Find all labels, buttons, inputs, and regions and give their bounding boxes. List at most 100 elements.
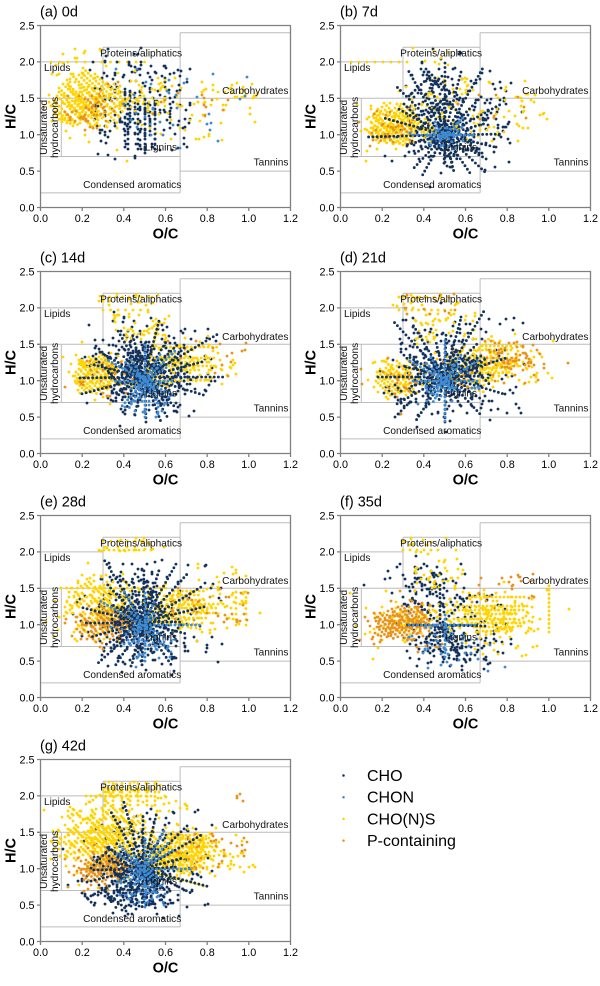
svg-text:Condensed aromatics: Condensed aromatics	[83, 426, 181, 437]
svg-text:0.6: 0.6	[158, 947, 173, 959]
svg-text:hydrocarbons: hydrocarbons	[50, 97, 61, 158]
svg-text:0.0: 0.0	[333, 213, 348, 225]
svg-text:0.6: 0.6	[158, 213, 173, 225]
svg-text:Carbohydrates: Carbohydrates	[522, 576, 588, 587]
svg-text:0.5: 0.5	[19, 166, 34, 178]
svg-text:0.0: 0.0	[319, 202, 334, 214]
svg-text:2.0: 2.0	[319, 303, 334, 315]
svg-text:1.0: 1.0	[19, 864, 34, 876]
svg-text:Condensed aromatics: Condensed aromatics	[83, 670, 181, 681]
svg-text:hydrocarbons: hydrocarbons	[350, 343, 361, 404]
svg-text:1.2: 1.2	[583, 459, 598, 471]
svg-text:Proteins/aliphatics: Proteins/aliphatics	[400, 539, 482, 550]
svg-text:1.2: 1.2	[283, 703, 298, 715]
svg-text:2.5: 2.5	[19, 20, 34, 32]
svg-text:Lignins: Lignins	[445, 633, 477, 644]
svg-text:2.0: 2.0	[19, 303, 34, 315]
svg-text:1.2: 1.2	[283, 213, 298, 225]
svg-text:0.0: 0.0	[319, 448, 334, 460]
svg-text:Unsaturated: Unsaturated	[39, 834, 50, 889]
svg-text:2.5: 2.5	[19, 754, 34, 766]
svg-text:O/C: O/C	[453, 227, 479, 243]
svg-text:0.8: 0.8	[200, 459, 215, 471]
svg-text:(a) 0d: (a) 0d	[40, 5, 78, 21]
svg-text:O/C: O/C	[153, 227, 179, 243]
svg-text:1.0: 1.0	[241, 459, 256, 471]
svg-text:1.5: 1.5	[19, 583, 34, 595]
svg-text:1.5: 1.5	[319, 339, 334, 351]
svg-text:1.5: 1.5	[19, 827, 34, 839]
svg-text:1.2: 1.2	[283, 459, 298, 471]
svg-text:1.5: 1.5	[319, 583, 334, 595]
svg-text:Carbohydrates: Carbohydrates	[522, 86, 588, 97]
svg-text:2.0: 2.0	[19, 547, 34, 559]
svg-text:0.8: 0.8	[500, 213, 515, 225]
svg-text:Proteins/aliphatics: Proteins/aliphatics	[100, 539, 182, 550]
svg-text:0.8: 0.8	[200, 947, 215, 959]
svg-text:Lignins: Lignins	[445, 389, 477, 400]
svg-text:(d) 21d: (d) 21d	[340, 251, 386, 267]
svg-text:H/C: H/C	[4, 593, 20, 619]
svg-text:0.0: 0.0	[33, 703, 48, 715]
svg-text:0.2: 0.2	[75, 703, 90, 715]
svg-text:(f) 35d: (f) 35d	[340, 495, 382, 511]
svg-text:0.0: 0.0	[33, 213, 48, 225]
svg-text:0.6: 0.6	[458, 213, 473, 225]
svg-text:hydrocarbons: hydrocarbons	[50, 831, 61, 892]
svg-text:CHO(N)S: CHO(N)S	[367, 811, 435, 828]
svg-text:H/C: H/C	[304, 349, 320, 375]
svg-text:0.8: 0.8	[200, 213, 215, 225]
svg-text:1.0: 1.0	[541, 459, 556, 471]
svg-text:1.5: 1.5	[319, 93, 334, 105]
svg-text:0.0: 0.0	[19, 202, 34, 214]
svg-text:Condensed aromatics: Condensed aromatics	[383, 670, 481, 681]
svg-text:H/C: H/C	[304, 103, 320, 129]
svg-text:(c) 14d: (c) 14d	[40, 251, 85, 267]
svg-text:2.0: 2.0	[319, 547, 334, 559]
svg-text:0.0: 0.0	[33, 947, 48, 959]
svg-text:0.8: 0.8	[200, 703, 215, 715]
svg-text:O/C: O/C	[453, 717, 479, 733]
svg-text:hydrocarbons: hydrocarbons	[350, 587, 361, 648]
svg-text:Carbohydrates: Carbohydrates	[222, 576, 288, 587]
svg-text:0.2: 0.2	[75, 459, 90, 471]
svg-text:Tannins: Tannins	[254, 403, 289, 414]
svg-text:2.0: 2.0	[319, 57, 334, 69]
svg-text:Lipids: Lipids	[344, 309, 370, 320]
svg-text:1.2: 1.2	[583, 703, 598, 715]
svg-text:O/C: O/C	[153, 717, 179, 733]
svg-text:2.5: 2.5	[319, 20, 334, 32]
svg-text:Lipids: Lipids	[44, 63, 70, 74]
svg-text:2.0: 2.0	[19, 791, 34, 803]
svg-text:Tannins: Tannins	[254, 891, 289, 902]
svg-text:0.2: 0.2	[375, 213, 390, 225]
svg-text:0.6: 0.6	[158, 459, 173, 471]
svg-text:1.5: 1.5	[19, 339, 34, 351]
svg-text:0.4: 0.4	[116, 947, 131, 959]
svg-text:CHON: CHON	[367, 790, 414, 807]
svg-text:0.0: 0.0	[19, 692, 34, 704]
svg-text:0.4: 0.4	[116, 703, 131, 715]
svg-text:Lignins: Lignins	[445, 143, 477, 154]
svg-text:1.2: 1.2	[283, 947, 298, 959]
svg-text:0.5: 0.5	[319, 656, 334, 668]
svg-text:0.0: 0.0	[333, 459, 348, 471]
svg-text:1.0: 1.0	[241, 947, 256, 959]
svg-text:0.0: 0.0	[319, 692, 334, 704]
svg-text:Lipids: Lipids	[344, 63, 370, 74]
svg-text:(e) 28d: (e) 28d	[40, 495, 86, 511]
svg-text:0.0: 0.0	[19, 448, 34, 460]
svg-text:0.2: 0.2	[75, 213, 90, 225]
svg-text:0.2: 0.2	[375, 459, 390, 471]
svg-text:0.5: 0.5	[319, 412, 334, 424]
svg-text:0.4: 0.4	[416, 213, 431, 225]
svg-text:0.8: 0.8	[500, 459, 515, 471]
svg-text:2.5: 2.5	[19, 510, 34, 522]
svg-text:H/C: H/C	[4, 837, 20, 863]
svg-text:Unsaturated: Unsaturated	[39, 346, 50, 401]
svg-text:0.6: 0.6	[158, 703, 173, 715]
svg-text:Tannins: Tannins	[554, 403, 589, 414]
svg-text:2.5: 2.5	[19, 266, 34, 278]
svg-text:Condensed aromatics: Condensed aromatics	[383, 426, 481, 437]
svg-text:0.4: 0.4	[416, 459, 431, 471]
